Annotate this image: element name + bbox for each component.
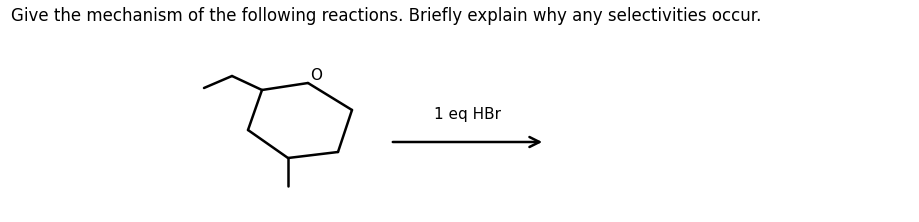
Text: O: O <box>310 67 322 83</box>
Text: 1 eq HBr: 1 eq HBr <box>434 107 501 122</box>
Text: Give the mechanism of the following reactions. Briefly explain why any selectivi: Give the mechanism of the following reac… <box>11 7 761 25</box>
